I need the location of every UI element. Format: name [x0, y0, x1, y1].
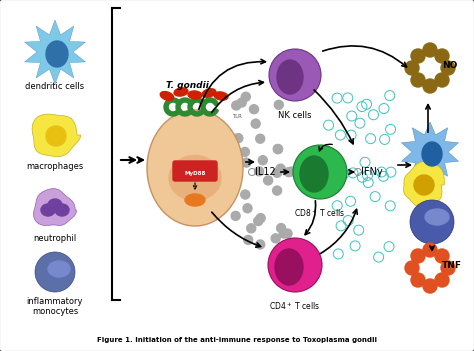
Circle shape — [244, 236, 253, 244]
Ellipse shape — [414, 175, 434, 195]
Text: IL12: IL12 — [255, 167, 275, 177]
Circle shape — [241, 190, 250, 199]
Text: Figure 1. Initiation of the anti-immune response to Toxoplasma gondii: Figure 1. Initiation of the anti-immune … — [97, 337, 377, 343]
Circle shape — [423, 279, 437, 293]
FancyBboxPatch shape — [173, 161, 217, 181]
Polygon shape — [34, 188, 76, 225]
Ellipse shape — [214, 92, 228, 100]
Ellipse shape — [160, 92, 173, 100]
Circle shape — [435, 49, 449, 63]
Circle shape — [277, 224, 285, 233]
Ellipse shape — [275, 249, 303, 285]
Circle shape — [423, 79, 437, 93]
Text: T. gondii: T. gondii — [165, 81, 209, 91]
Ellipse shape — [147, 110, 243, 226]
Circle shape — [237, 98, 246, 107]
Ellipse shape — [48, 199, 62, 211]
Ellipse shape — [46, 41, 68, 67]
Circle shape — [251, 119, 260, 128]
Circle shape — [242, 158, 251, 167]
Circle shape — [423, 43, 437, 57]
Circle shape — [411, 273, 425, 287]
Circle shape — [276, 164, 285, 173]
Text: neutrophil: neutrophil — [33, 234, 77, 243]
Ellipse shape — [277, 60, 303, 94]
Circle shape — [231, 134, 240, 143]
Text: CD8$^+$ T cells: CD8$^+$ T cells — [294, 207, 346, 219]
Circle shape — [423, 243, 437, 257]
Text: TNF: TNF — [442, 261, 462, 271]
Polygon shape — [401, 122, 458, 182]
Ellipse shape — [169, 155, 221, 200]
Ellipse shape — [55, 204, 69, 216]
Polygon shape — [25, 20, 85, 84]
Ellipse shape — [185, 194, 205, 206]
Ellipse shape — [422, 142, 442, 166]
Ellipse shape — [46, 126, 66, 146]
Circle shape — [286, 252, 295, 261]
Text: NK cells: NK cells — [278, 111, 312, 120]
Circle shape — [255, 167, 264, 176]
Circle shape — [405, 261, 419, 275]
Circle shape — [284, 168, 293, 177]
Ellipse shape — [202, 89, 216, 97]
Circle shape — [277, 250, 286, 258]
Text: CD4$^+$ T cells: CD4$^+$ T cells — [269, 300, 320, 312]
Circle shape — [241, 92, 250, 101]
Circle shape — [268, 238, 322, 292]
Circle shape — [273, 168, 282, 177]
Circle shape — [435, 249, 449, 263]
Polygon shape — [403, 161, 444, 207]
Circle shape — [283, 229, 292, 238]
Circle shape — [435, 273, 449, 287]
Polygon shape — [32, 114, 81, 157]
Ellipse shape — [174, 88, 188, 96]
Text: NO: NO — [442, 61, 457, 71]
Circle shape — [271, 234, 280, 243]
Circle shape — [240, 147, 249, 157]
Circle shape — [410, 200, 454, 244]
Ellipse shape — [41, 204, 55, 216]
Ellipse shape — [425, 209, 449, 225]
Ellipse shape — [300, 156, 328, 192]
Circle shape — [234, 134, 243, 143]
Circle shape — [232, 174, 241, 184]
Circle shape — [264, 176, 273, 185]
Circle shape — [247, 224, 256, 233]
Ellipse shape — [48, 261, 70, 277]
Circle shape — [411, 49, 425, 63]
Circle shape — [435, 73, 449, 87]
Text: IFNγ: IFNγ — [361, 167, 383, 177]
Circle shape — [232, 101, 241, 110]
Circle shape — [441, 61, 455, 75]
Circle shape — [258, 156, 267, 165]
Circle shape — [273, 145, 282, 153]
Circle shape — [231, 211, 240, 220]
Circle shape — [254, 217, 263, 226]
Circle shape — [269, 49, 321, 101]
Text: dendritic cells: dendritic cells — [26, 82, 84, 91]
Circle shape — [441, 261, 455, 275]
Circle shape — [405, 61, 419, 75]
Circle shape — [35, 252, 75, 292]
Circle shape — [256, 214, 265, 223]
Text: inflammatory
monocytes: inflammatory monocytes — [27, 297, 83, 316]
Text: macrophages: macrophages — [27, 162, 83, 171]
Circle shape — [293, 145, 347, 199]
Circle shape — [279, 229, 288, 238]
Circle shape — [287, 167, 296, 176]
Text: MyD88: MyD88 — [184, 171, 206, 176]
Circle shape — [273, 186, 282, 195]
Circle shape — [273, 145, 283, 154]
Circle shape — [411, 249, 425, 263]
Ellipse shape — [188, 91, 202, 99]
Circle shape — [243, 204, 252, 213]
Circle shape — [256, 240, 265, 249]
Circle shape — [255, 134, 264, 143]
Circle shape — [274, 100, 283, 109]
Circle shape — [411, 73, 425, 87]
Text: TLR: TLR — [233, 113, 243, 119]
Circle shape — [249, 105, 258, 114]
